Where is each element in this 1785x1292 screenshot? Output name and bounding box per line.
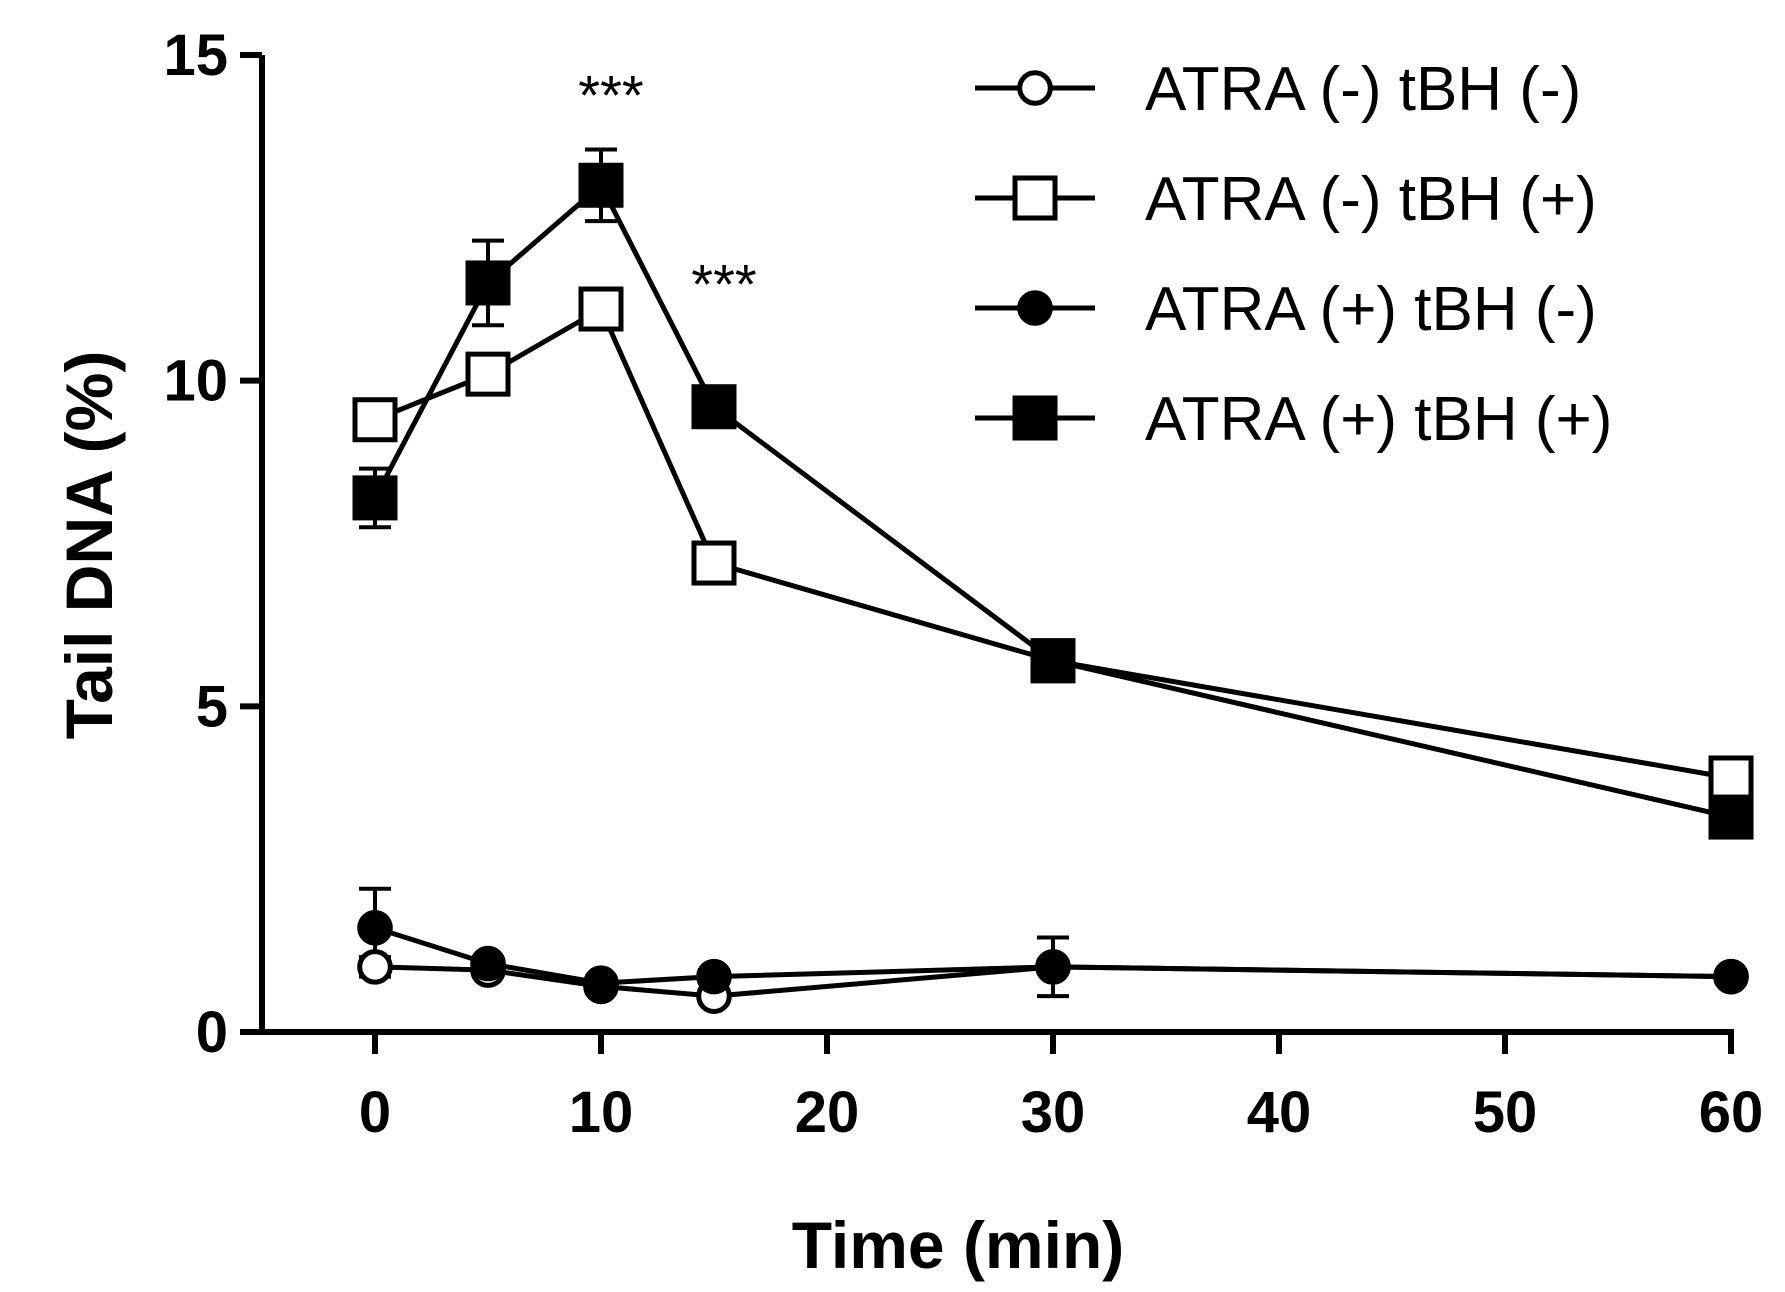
- legend-label: ATRA (+) tBH (-): [1145, 275, 1597, 344]
- series-line: [374, 925, 1732, 986]
- x-tick-label: 60: [1699, 1080, 1764, 1145]
- data-point: [583, 965, 619, 1001]
- data-point: [465, 351, 511, 397]
- data-point: [1708, 794, 1754, 840]
- data-point: [357, 909, 393, 946]
- data-point: [357, 949, 393, 985]
- legend-label: ATRA (-) tBH (-): [1145, 55, 1581, 124]
- x-tick-label: 30: [1021, 1080, 1086, 1145]
- series-line: [372, 181, 1732, 820]
- series-line: [374, 305, 1732, 781]
- y-axis-title: Tail DNA (%): [52, 351, 126, 740]
- legend-marker: [1017, 290, 1053, 326]
- significance-annotations: *** ***: [578, 64, 756, 316]
- significance-marker: ***: [691, 252, 756, 315]
- data-point: [696, 958, 732, 995]
- legend: ATRA (-) tBH (-) ATRA (-) tBH (+) ATRA (+)…: [975, 55, 1612, 454]
- significance-marker: ***: [578, 64, 643, 127]
- data-point: [1713, 958, 1749, 995]
- axes: 0 5 10 15 0 10 20 30 40 50 60: [163, 23, 1763, 1145]
- legend-marker: [1017, 70, 1053, 106]
- y-tick-label: 15: [163, 23, 228, 88]
- data-point: [578, 162, 624, 208]
- y-tick-label: 5: [196, 674, 228, 739]
- data-point: [352, 397, 398, 443]
- data-point: [465, 260, 511, 306]
- x-tick-label: 40: [1247, 1080, 1312, 1145]
- data-point: [691, 384, 737, 430]
- legend-label: ATRA (+) tBH (+): [1145, 385, 1612, 454]
- x-tick-label: 20: [795, 1080, 860, 1145]
- x-tick-label: 0: [359, 1080, 391, 1145]
- data-point: [1030, 638, 1076, 684]
- data-point: [1708, 755, 1754, 801]
- x-axis-title: Time (min): [792, 1208, 1124, 1282]
- legend-marker: [1012, 175, 1058, 221]
- y-tick-label: 0: [196, 1000, 228, 1065]
- x-tick-label: 10: [569, 1080, 634, 1145]
- data-point: [352, 475, 398, 521]
- x-tick-label: 50: [1473, 1080, 1538, 1145]
- data-point: [1035, 949, 1071, 985]
- legend-marker: [1012, 395, 1058, 441]
- data-point: [691, 540, 737, 586]
- data-point: [578, 286, 624, 332]
- data-series: [352, 147, 1754, 1014]
- legend-label: ATRA (-) tBH (+): [1145, 165, 1597, 234]
- y-tick-label: 10: [163, 349, 228, 414]
- data-point: [470, 945, 506, 982]
